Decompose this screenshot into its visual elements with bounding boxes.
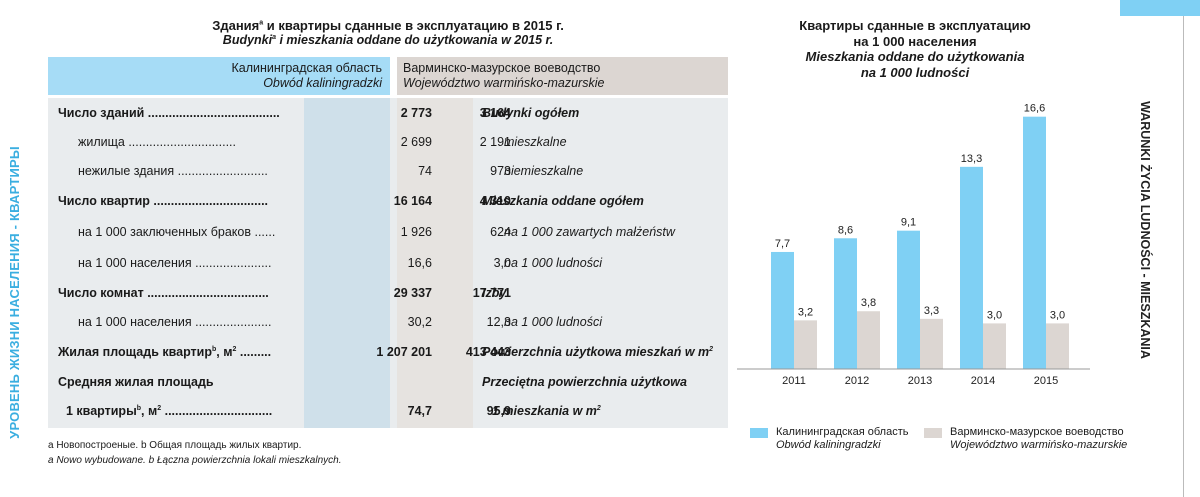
legend-swatch-grey	[924, 428, 942, 438]
x-tick-label: 2014	[971, 375, 995, 387]
bar-kaliningrad-2015	[1023, 116, 1046, 370]
column-warmia-bg	[397, 98, 473, 428]
x-tick-label: 2012	[845, 375, 869, 387]
legend-swatch-blue	[750, 428, 768, 438]
side-title-right: WARUNKI ŻYCIA LUDNOŚCI - MIESZKANIA	[1138, 101, 1152, 359]
chart-title: Квартиры сданные в эксплуатацию на 1 000…	[799, 18, 1031, 80]
data-label: 3,3	[924, 305, 939, 317]
table-row: жилища ............................... 2 …	[78, 135, 567, 149]
bar-warmia-2013	[920, 318, 943, 369]
table-row: Число квартир ..........................…	[58, 194, 644, 208]
x-tick-label: 2015	[1034, 375, 1058, 387]
table-row: Число зданий ...........................…	[58, 106, 580, 120]
page-edge-line	[1183, 16, 1184, 497]
table-row: Средняя жилая площадь Przeciętna powierzc…	[58, 375, 687, 389]
table-title: Зданияa и квартиры сданные в эксплуатаци…	[212, 18, 564, 47]
footnote-ru: a Новопостроеные. b Общая площадь жилых …	[48, 440, 302, 451]
data-label: 3,8	[861, 297, 876, 309]
x-tick-label: 2013	[908, 375, 932, 387]
bar-kaliningrad-2011	[771, 251, 794, 369]
table-row: Жилая площадь квартирb, м2 ......... 1 2…	[58, 345, 714, 359]
data-label: 16,6	[1024, 103, 1045, 115]
x-tick-label: 2011	[782, 375, 806, 387]
column-header-kaliningrad: Калининградская область Obwód kaliningra…	[48, 57, 390, 95]
data-label: 7,7	[775, 238, 790, 250]
table-row: на 1 000 населения .....................…	[78, 315, 602, 329]
bar-kaliningrad-2014	[960, 166, 983, 369]
data-label: 8,6	[838, 224, 853, 236]
column-header-warmia: Варминско-мазурское воеводство Województ…	[397, 57, 728, 95]
bar-warmia-2014	[983, 323, 1006, 369]
table-row: на 1 000 населения .....................…	[78, 256, 602, 270]
data-label: 9,1	[901, 217, 916, 229]
corner-tab	[1120, 0, 1200, 16]
table-row: 1 квартирыb, м2 ........................…	[66, 404, 601, 418]
bar-warmia-2012	[857, 311, 880, 369]
table-row: Число комнат ...........................…	[58, 286, 511, 300]
data-label: 13,3	[961, 153, 982, 165]
data-label: 3,0	[1050, 309, 1065, 321]
column-kaliningrad-bg	[304, 98, 390, 428]
bar-warmia-2011	[794, 320, 817, 369]
side-title-left: УРОВЕНЬ ЖИЗНИ НАСЕЛЕНИЯ - КВАРТИРЫ	[6, 146, 22, 439]
table-row: нежилые здания .........................…	[78, 164, 584, 178]
bar-kaliningrad-2013	[897, 230, 920, 369]
bar-warmia-2015	[1046, 323, 1069, 369]
bar-kaliningrad-2012	[834, 238, 857, 369]
data-label: 3,0	[987, 309, 1002, 321]
footnote-pl: a Nowo wybudowane. b Łączna powierzchnia…	[48, 455, 342, 466]
table-row: на 1 000 заключенных браков ...... 1 926 6…	[78, 225, 675, 239]
data-label: 3,2	[798, 306, 813, 318]
